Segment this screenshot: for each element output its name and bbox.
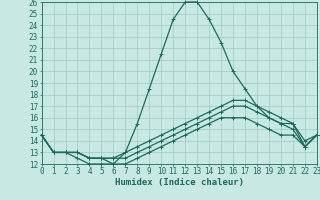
X-axis label: Humidex (Indice chaleur): Humidex (Indice chaleur) (115, 178, 244, 187)
